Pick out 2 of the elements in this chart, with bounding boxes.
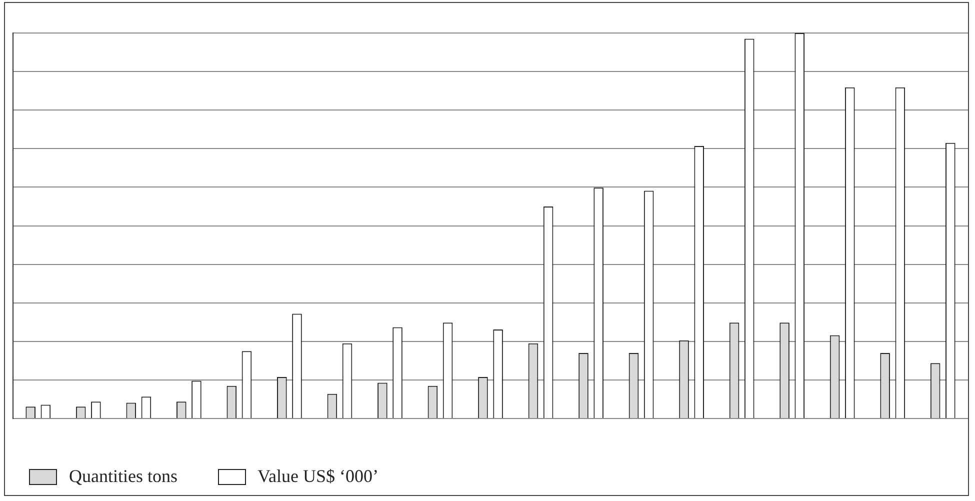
- legend-label: Quantities tons: [69, 466, 178, 487]
- text: Value US$ ‘000’: [258, 466, 378, 487]
